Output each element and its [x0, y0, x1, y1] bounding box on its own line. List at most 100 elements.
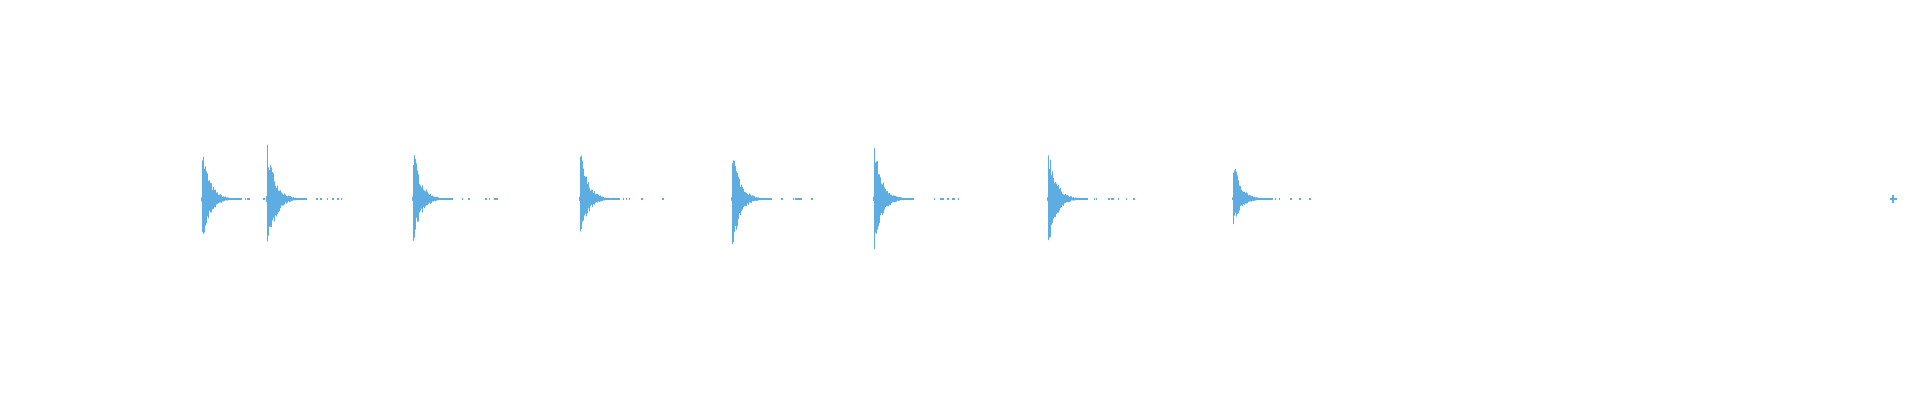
waveform-bar [1064, 194, 1065, 204]
waveform-bar [592, 189, 593, 208]
waveform-bar [1237, 175, 1238, 214]
waveform-bar [494, 198, 496, 200]
waveform-bar [597, 194, 598, 203]
waveform-bar [1096, 198, 1097, 200]
waveform-bar [910, 198, 911, 200]
waveform-bar [1266, 198, 1267, 200]
waveform-bar [263, 198, 265, 200]
waveform-bar [292, 197, 293, 201]
waveform-bar [1256, 197, 1257, 201]
waveform-bar [1248, 195, 1249, 202]
waveform-bar [1054, 183, 1055, 217]
waveform-bar [445, 198, 446, 200]
waveform-bar [203, 156, 204, 234]
waveform-bar [1272, 198, 1273, 200]
waveform-bar [1245, 193, 1246, 204]
waveform-bar [1252, 195, 1253, 201]
waveform-bar [233, 198, 234, 200]
waveform-bar [1247, 193, 1248, 204]
waveform-bar [436, 196, 437, 201]
waveform-bar [248, 198, 250, 200]
waveform-bar [1079, 198, 1080, 200]
waveform-bar [1056, 183, 1057, 214]
waveform-bar [884, 187, 885, 210]
waveform-bar [302, 198, 303, 200]
waveform-bar [663, 198, 664, 200]
waveform-bar [795, 198, 796, 200]
waveform-bar [1060, 187, 1061, 209]
waveform-bar [893, 195, 894, 202]
waveform-bar [269, 170, 270, 227]
waveform-bar [217, 192, 218, 204]
waveform-bar [1236, 171, 1237, 217]
waveform-bar [1084, 198, 1085, 200]
waveform-bar [424, 190, 425, 209]
waveform-bar [769, 198, 770, 200]
waveform-bar [583, 168, 584, 221]
waveform-bar [278, 190, 279, 213]
waveform-bar [593, 192, 594, 205]
waveform-bar [305, 198, 306, 200]
waveform-bar [446, 198, 447, 200]
waveform-bar [316, 198, 318, 200]
waveform-bar [745, 191, 746, 206]
waveform-bar [605, 197, 606, 201]
waveform-bar [908, 198, 909, 200]
waveform-bar [905, 198, 906, 200]
waveform-bar [615, 198, 616, 200]
waveform-bar [1267, 198, 1268, 200]
waveform-bar [766, 198, 767, 200]
waveform-bar [942, 198, 944, 200]
waveform-bar [447, 198, 448, 200]
waveform-bar [873, 196, 874, 201]
waveform-bar [462, 198, 463, 200]
waveform-bar [1083, 198, 1084, 200]
waveform-bar [616, 198, 617, 200]
waveform-bar [579, 196, 580, 201]
waveform-bar [232, 198, 233, 200]
waveform-bar [629, 198, 630, 200]
waveform-bar [231, 198, 232, 200]
waveform-bar [227, 197, 228, 201]
waveform-bar [419, 184, 420, 213]
waveform-bar [1309, 198, 1311, 200]
waveform-bar [1068, 195, 1069, 203]
waveform-bar [590, 190, 591, 207]
waveform-bar [754, 196, 755, 202]
waveform-bar [299, 198, 300, 200]
waveform-bar [1243, 191, 1244, 205]
waveform-bar [588, 182, 589, 209]
waveform-bar [320, 198, 321, 200]
waveform-bar [206, 171, 207, 224]
waveform-bar [580, 156, 581, 232]
waveform-bar [595, 194, 596, 203]
waveform-bar [741, 184, 742, 212]
waveform-burst [873, 147, 959, 250]
waveform-bar [759, 197, 760, 200]
waveform-bar [1126, 198, 1127, 200]
waveform-bar [1094, 198, 1095, 200]
waveform-bar [739, 178, 740, 213]
waveform-bar [1253, 196, 1254, 201]
waveform-bar [1058, 184, 1059, 213]
waveform-bar [230, 198, 231, 200]
waveform-bar [1257, 197, 1258, 200]
waveform-bar [237, 198, 238, 200]
waveform-bar [626, 198, 627, 200]
waveform-burst [1232, 169, 1311, 225]
waveform-bar [209, 180, 210, 211]
waveform-bar [880, 177, 881, 216]
waveform-bar [737, 172, 738, 226]
waveform-bar [1085, 198, 1086, 200]
waveform-bar [1250, 195, 1251, 202]
waveform-bar [940, 198, 942, 200]
waveform-bar [611, 198, 612, 200]
waveform-bar [1235, 169, 1236, 213]
waveform-bar [1271, 198, 1272, 200]
waveform-bar [268, 167, 269, 236]
waveform-bar [224, 196, 225, 201]
waveform-bar [228, 197, 229, 200]
waveform-bar [734, 160, 735, 232]
waveform-bar [220, 194, 221, 203]
